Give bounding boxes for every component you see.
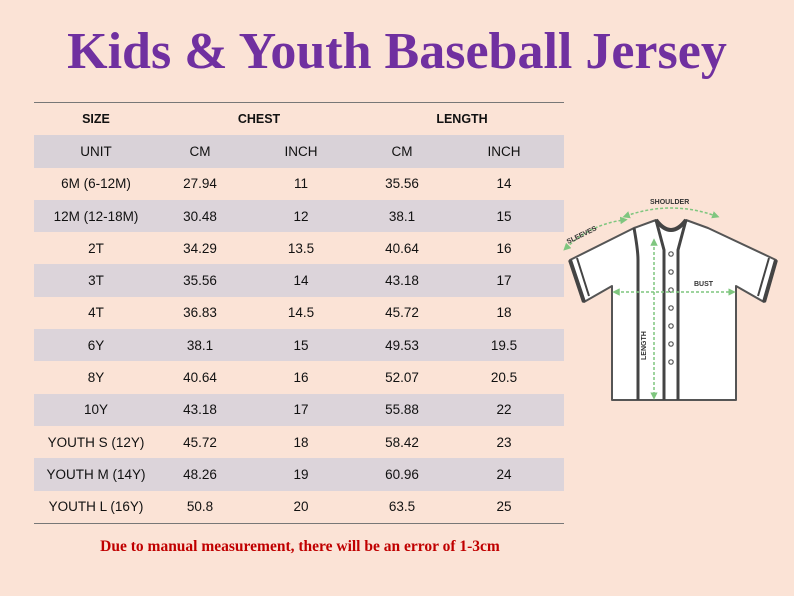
cell-chest-cm: 40.64	[183, 370, 217, 386]
cell-length-cm: 38.1	[360, 199, 444, 233]
cell-size: YOUTH M (14Y)	[34, 458, 158, 491]
cell-size: 2T	[88, 240, 104, 256]
shoulder-label: SHOULDER	[650, 199, 689, 206]
table-row: 12M (12-18M) 30.48 12 38.1 15	[34, 199, 565, 233]
header-size: SIZE	[34, 102, 158, 136]
cell-length-inch: 14	[496, 176, 512, 192]
cell-chest-cm: 27.94	[183, 176, 217, 192]
cell-length-inch: 17	[444, 264, 565, 297]
cell-chest-inch: 13.5	[287, 240, 315, 256]
jersey-diagram: SHOULDER SLEEVES BUST LENGTH	[563, 199, 778, 401]
unit-chest-inch: INCH	[242, 135, 360, 168]
unit-chest-cm: CM	[158, 135, 242, 168]
size-rows: 6M (6-12M) 27.94 11 35.56 14 12M (12-18M) 30.4…	[34, 168, 565, 524]
cell-chest-cm: 38.1	[158, 329, 242, 362]
cell-size: YOUTH S (12Y)	[47, 434, 145, 450]
cell-chest-inch: 14	[242, 264, 360, 297]
cell-chest-inch: 14.5	[287, 305, 315, 321]
table-row: 6Y 38.1 15 49.53 19.5	[34, 329, 565, 362]
button-icons	[668, 251, 674, 365]
cell-chest-cm: 43.18	[158, 393, 242, 426]
cell-length-inch: 22	[444, 393, 565, 426]
cell-chest-inch: 16	[293, 370, 309, 386]
table-row: 8Y 40.64 16 52.07 20.5	[34, 361, 564, 393]
cell-length-inch: 24	[444, 458, 565, 491]
table-row: YOUTH M (14Y) 48.26 19 60.96 24	[34, 458, 565, 491]
cell-size: 10Y	[34, 393, 158, 426]
cell-size: 12M (12-18M)	[34, 199, 158, 233]
sleeve-arrow	[563, 216, 628, 251]
cell-length-inch: 15	[444, 199, 565, 233]
cell-length-inch: 18	[496, 305, 512, 321]
jersey-outline	[569, 219, 777, 401]
cell-length-inch: 19.5	[444, 329, 565, 362]
bust-label: BUST	[694, 281, 714, 288]
cell-length-cm: 60.96	[360, 458, 444, 491]
cell-length-cm: 43.18	[360, 264, 444, 297]
cell-length-inch: 25	[444, 490, 565, 524]
page-title: Kids & Youth Baseball Jersey	[67, 23, 727, 80]
cell-chest-inch: 17	[242, 393, 360, 426]
cell-chest-inch: 12	[242, 199, 360, 233]
cell-size: 3T	[34, 264, 158, 297]
cell-chest-cm: 45.72	[183, 434, 217, 450]
table-row: 3T 35.56 14 43.18 17	[34, 264, 565, 297]
header-chest: CHEST	[158, 102, 360, 136]
cell-length-cm: 58.42	[385, 434, 419, 450]
cell-size: YOUTH L (16Y)	[34, 490, 158, 524]
cell-length-cm: 63.5	[360, 490, 444, 524]
cell-chest-inch: 20	[242, 490, 360, 524]
cell-length-inch: 20.5	[490, 370, 518, 386]
unit-length-inch: INCH	[444, 135, 565, 168]
table-row: YOUTH S (12Y) 45.72 18 58.42 23	[34, 426, 564, 458]
cell-length-cm: 40.64	[385, 240, 419, 256]
measurement-note: Due to manual measurement, there will be…	[100, 538, 500, 555]
unit-length-cm: CM	[360, 135, 444, 168]
length-label: LENGTH	[641, 331, 648, 360]
cell-length-cm: 55.88	[360, 393, 444, 426]
sleeves-label: SLEEVES	[566, 225, 598, 246]
cell-size: 8Y	[87, 370, 105, 386]
cell-length-cm: 35.56	[385, 176, 419, 192]
table-header-row: SIZE CHEST LENGTH	[34, 102, 565, 136]
cell-chest-inch: 19	[242, 458, 360, 491]
cell-length-inch: 23	[496, 434, 512, 450]
cell-chest-cm: 36.83	[183, 305, 217, 321]
cell-chest-cm: 30.48	[158, 199, 242, 233]
unit-row: UNIT CM INCH CM INCH	[34, 135, 565, 168]
cell-chest-cm: 50.8	[158, 490, 242, 524]
header-length: LENGTH	[360, 102, 565, 136]
cell-size: 6Y	[34, 329, 158, 362]
cell-length-cm: 45.72	[385, 305, 419, 321]
cell-chest-inch: 15	[242, 329, 360, 362]
shoulder-arrow	[622, 207, 720, 219]
table-row: 10Y 43.18 17 55.88 22	[34, 393, 565, 426]
cell-length-cm: 49.53	[360, 329, 444, 362]
table-row: YOUTH L (16Y) 50.8 20 63.5 25	[34, 490, 565, 524]
cell-length-cm: 52.07	[385, 370, 419, 386]
cell-chest-inch: 18	[293, 434, 309, 450]
size-chart-table: SIZE CHEST LENGTH UNIT CM INCH CM INCH 6…	[34, 102, 565, 524]
cell-chest-inch: 11	[293, 176, 308, 192]
cell-chest-cm: 35.56	[158, 264, 242, 297]
cell-chest-cm: 48.26	[158, 458, 242, 491]
cell-chest-cm: 34.29	[183, 240, 217, 256]
cell-size: 4T	[88, 305, 104, 321]
cell-length-inch: 16	[496, 240, 512, 256]
table-row: 6M (6-12M) 27.94 11 35.56 14	[34, 168, 564, 200]
table-row: 2T 34.29 13.5 40.64 16	[34, 232, 564, 264]
cell-size: 6M (6-12M)	[61, 176, 131, 192]
unit-label: UNIT	[34, 135, 158, 168]
table-row: 4T 36.83 14.5 45.72 18	[34, 297, 564, 329]
